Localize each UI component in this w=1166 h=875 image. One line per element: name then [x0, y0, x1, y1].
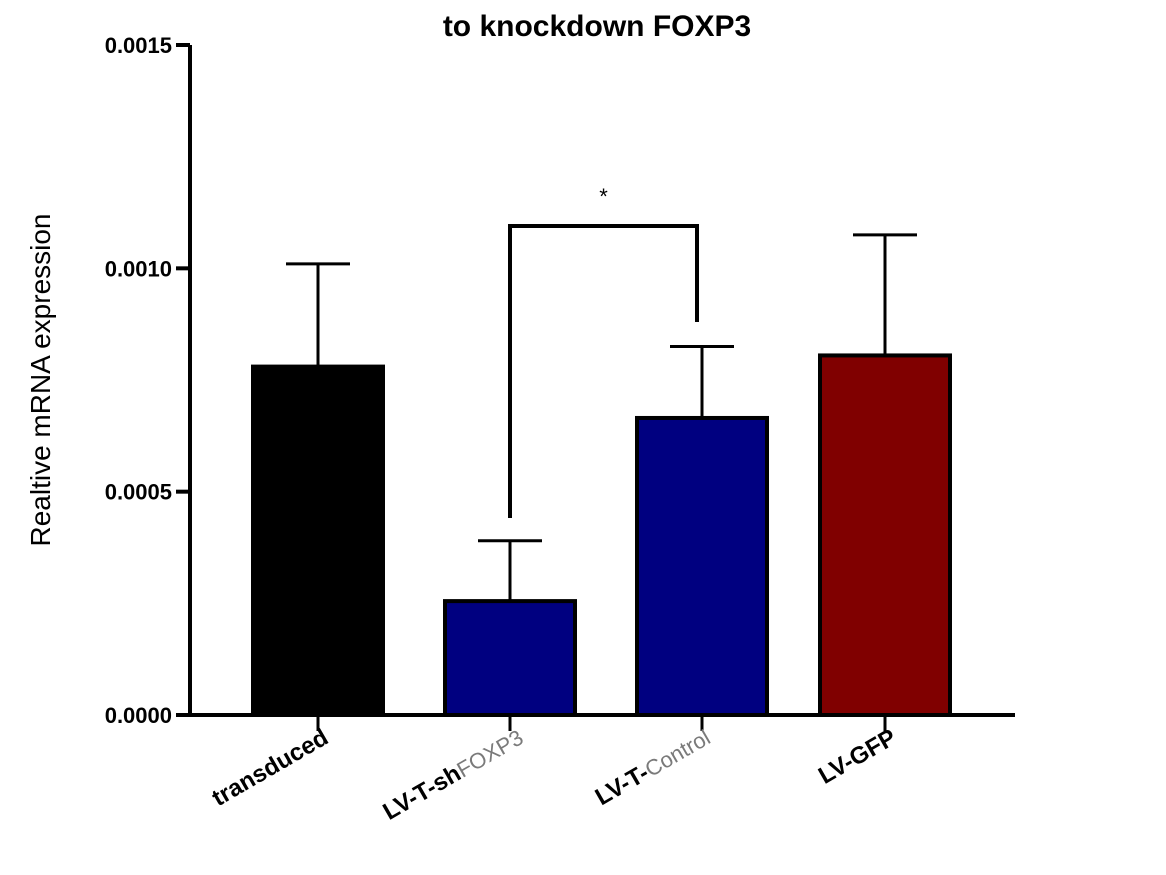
bars — [251, 233, 952, 731]
bar — [635, 415, 769, 717]
y-tick-label: 0.0000 — [105, 703, 172, 728]
category-label-bold: LV-T-sh — [379, 760, 466, 826]
bar — [443, 599, 577, 717]
bar — [251, 364, 385, 717]
chart-title: to knockdown FOXP3 — [443, 10, 751, 43]
category-label-light: FOXP3 — [453, 725, 528, 783]
x-category-labels: transduced LV-T-shFOXP3 LV-T-Control LV-GFP — [207, 724, 901, 826]
category-label-bold: LV-GFP — [814, 724, 901, 790]
significance-label: * — [599, 184, 608, 209]
category-label-bold: transduced — [207, 724, 333, 812]
y-axis-label: Realtive mRNA expression — [25, 213, 56, 546]
category-label: transduced — [207, 724, 333, 812]
category-label: LV-T-shFOXP3 — [379, 724, 528, 826]
category-label: LV-GFP — [814, 724, 901, 790]
y-tick-label: 0.0015 — [105, 33, 172, 58]
significance-line — [508, 224, 699, 518]
significance-bracket: * — [508, 184, 699, 518]
category-label: LV-T-Control — [591, 724, 715, 811]
bar — [818, 353, 952, 717]
category-label-light: Control — [641, 725, 715, 782]
y-tick-label: 0.0005 — [105, 480, 172, 505]
y-tick-label: 0.0010 — [105, 256, 172, 281]
y-ticks: 0.0000 0.0005 0.0010 0.0015 — [105, 33, 190, 728]
